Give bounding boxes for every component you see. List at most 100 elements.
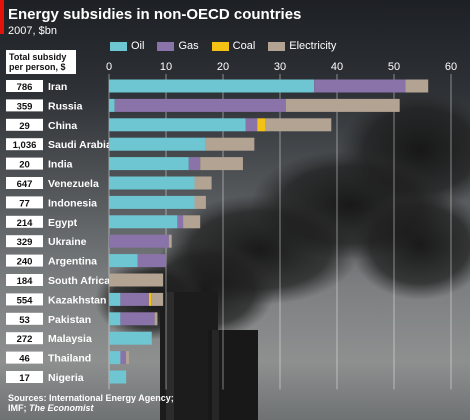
per-person-value-russia: 359 — [17, 101, 33, 112]
per-person-value-argentina: 240 — [17, 257, 33, 268]
legend-swatch-electricity — [268, 41, 286, 51]
bar-thailand-oil — [109, 351, 121, 365]
per-person-box-kazakhstan — [6, 293, 43, 306]
category-label-malaysia: Malaysia — [48, 333, 92, 345]
per-person-value-indonesia: 77 — [19, 198, 30, 209]
bar-south-africa-electricity — [109, 273, 164, 287]
bar-kazakhstan-electricity — [151, 292, 164, 306]
bar-egypt-oil — [109, 215, 178, 229]
per-person-value-ukraine: 329 — [17, 237, 33, 248]
bar-kazakhstan-gas — [120, 292, 149, 306]
legend-swatch-oil — [110, 41, 127, 51]
per-person-box-iran — [6, 80, 43, 92]
per-person-box-russia — [6, 99, 43, 112]
bar-iran-gas — [314, 79, 406, 93]
bar-thailand-electricity — [126, 351, 129, 365]
bar-china-electricity — [265, 118, 332, 132]
per-person-value-india: 20 — [19, 160, 30, 171]
x-tick-label-50: 50 — [388, 61, 400, 73]
per-person-box-malaysia — [6, 332, 43, 345]
x-tick-label-30: 30 — [274, 61, 286, 73]
bar-pakistan-electricity — [154, 312, 158, 326]
per-person-box-south-africa — [6, 274, 43, 286]
legend-item-coal: Coal — [211, 40, 256, 52]
category-label-indonesia: Indonesia — [48, 197, 97, 209]
category-label-south-africa: South Africa — [48, 275, 110, 287]
bar-india-electricity — [200, 157, 243, 171]
source-line-2: IMF; The Economist — [8, 403, 208, 413]
bar-russia-gas — [114, 98, 286, 112]
bar-ukraine-electricity — [168, 234, 172, 248]
bar-malaysia-oil — [109, 331, 152, 345]
bar-thailand-gas — [120, 351, 127, 365]
legend-item-oil: Oil — [110, 40, 144, 52]
per-person-box-saudi-arabia — [6, 138, 43, 151]
per-person-box-ukraine — [6, 235, 43, 248]
category-label-iran: Iran — [48, 81, 67, 93]
category-label-saudi-arabia: Saudi Arabia — [48, 139, 112, 151]
bar-iran-oil — [109, 79, 315, 93]
legend-item-gas: Gas — [157, 40, 199, 52]
per-person-value-malaysia: 272 — [17, 334, 33, 345]
category-label-argentina: Argentina — [48, 256, 97, 268]
per-person-value-nigeria: 17 — [19, 373, 30, 384]
bar-china-gas — [245, 118, 258, 132]
bar-russia-electricity — [285, 98, 400, 112]
per-person-value-south-africa: 184 — [17, 276, 34, 287]
chart-subtitle: 2007, $bn — [8, 25, 57, 37]
bar-argentina-oil — [109, 254, 138, 268]
accent-bar — [0, 0, 4, 34]
bar-venezuela-electricity — [194, 176, 212, 190]
per-person-value-iran: 786 — [17, 82, 33, 93]
chart-legend: Oil Gas Coal Electricity — [110, 40, 336, 52]
per-person-value-saudi-arabia: 1,036 — [13, 140, 37, 151]
x-tick-label-10: 10 — [160, 61, 172, 73]
bar-china-oil — [109, 118, 246, 132]
source-publication: The Economist — [29, 403, 94, 413]
category-label-ukraine: Ukraine — [48, 236, 87, 248]
per-person-box-india — [6, 157, 43, 170]
category-label-kazakhstan: Kazakhstan — [48, 294, 106, 306]
legend-label-oil: Oil — [131, 40, 145, 52]
bar-saudi-arabia-oil — [109, 137, 206, 151]
bar-kazakhstan-coal — [148, 292, 152, 306]
category-label-nigeria: Nigeria — [48, 372, 84, 384]
per-person-box-argentina — [6, 254, 43, 267]
per-person-box-nigeria — [6, 371, 43, 383]
bar-china-coal — [257, 118, 266, 132]
legend-label-coal: Coal — [232, 40, 256, 52]
legend-swatch-gas — [157, 41, 175, 51]
bar-indonesia-oil — [109, 195, 195, 209]
category-label-china: China — [48, 120, 77, 132]
per-person-value-thailand: 46 — [19, 354, 30, 365]
legend-label-gas: Gas — [178, 40, 199, 52]
per-person-value-egypt: 214 — [17, 218, 34, 229]
per-person-column-header: Total subsidy per person, $ — [6, 50, 76, 74]
x-tick-label-60: 60 — [445, 61, 457, 73]
x-tick-label-20: 20 — [217, 61, 229, 73]
category-label-venezuela: Venezuela — [48, 178, 99, 190]
source-line-1: Sources: International Energy Agency; — [8, 393, 174, 403]
per-person-value-china: 29 — [19, 121, 30, 132]
legend-swatch-coal — [211, 41, 229, 51]
source-note: Sources: International Energy Agency; IM… — [8, 393, 208, 413]
bar-venezuela-oil — [109, 176, 195, 190]
bar-russia-oil — [109, 98, 115, 112]
per-person-box-egypt — [6, 215, 43, 228]
bar-pakistan-gas — [120, 312, 155, 326]
bar-kazakhstan-oil — [109, 292, 121, 306]
category-label-russia: Russia — [48, 100, 83, 112]
bar-nigeria-oil — [109, 370, 127, 384]
bar-india-oil — [109, 157, 189, 171]
bar-pakistan-oil — [109, 312, 121, 326]
per-person-box-china — [6, 118, 43, 131]
legend-item-electricity: Electricity — [268, 40, 336, 52]
bar-india-gas — [188, 157, 201, 171]
bar-iran-electricity — [405, 79, 429, 93]
bar-egypt-electricity — [183, 215, 201, 229]
category-label-egypt: Egypt — [48, 217, 78, 229]
bar-ukraine-gas — [109, 234, 169, 248]
category-label-india: India — [48, 159, 73, 171]
